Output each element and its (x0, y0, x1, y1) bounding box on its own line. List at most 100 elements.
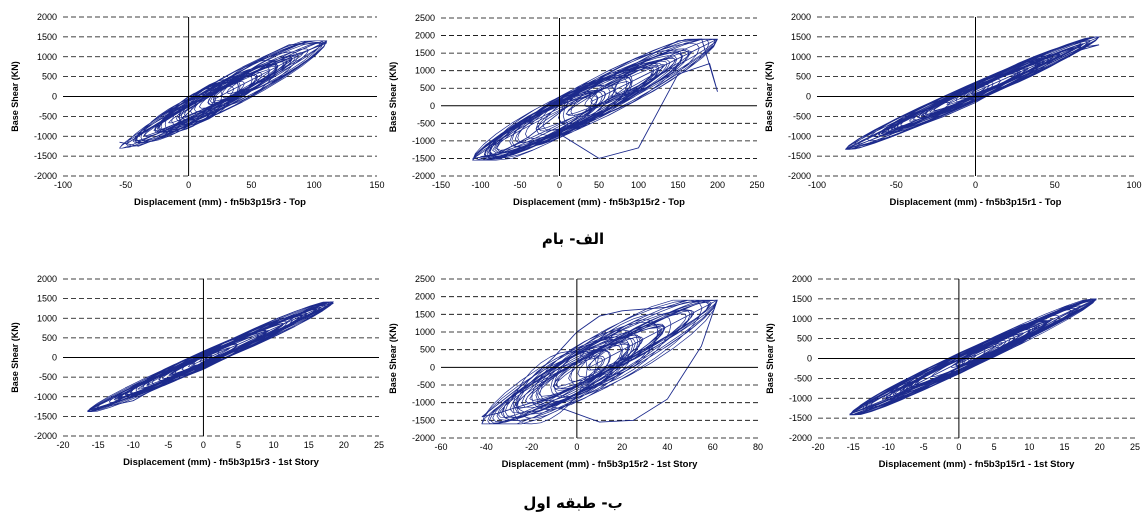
x-tick-label: 20 (339, 440, 349, 450)
chart-5: -2000 -1500 -1000 -500 0 500 1000 1500 2000 2500 -… (388, 274, 763, 470)
series-line-1 (472, 38, 718, 159)
x-tick-label: 0 (574, 442, 579, 452)
x-tick-label: -100 (471, 180, 489, 190)
y-tick-label: 500 (420, 83, 435, 93)
y-tick-label: 1000 (792, 314, 812, 324)
x-tick-label: 100 (1126, 180, 1141, 190)
y-tick-label: 1500 (415, 309, 435, 319)
y-tick-label: -2000 (412, 171, 435, 181)
y-tick-label: -1000 (788, 131, 811, 141)
y-tick-label: 0 (52, 92, 57, 102)
y-tick-label: 0 (806, 92, 811, 102)
x-tick-label: 20 (1095, 442, 1105, 452)
y-tick-label: 1500 (37, 32, 57, 42)
x-tick-label: 25 (374, 440, 384, 450)
x-tick-label: 10 (1024, 442, 1034, 452)
series-line-1 (849, 299, 1097, 415)
y-tick-label: 1000 (37, 313, 57, 323)
chart-1: -2000-1500-1000-5000500100015002000-100-… (10, 12, 385, 208)
x-tick-label: 0 (201, 440, 206, 450)
y-tick-label: 500 (796, 72, 811, 82)
x-tick-label: 50 (1050, 180, 1060, 190)
y-tick-label: -1000 (412, 136, 435, 146)
x-tick-label: -20 (56, 440, 69, 450)
y-tick-label: 0 (807, 354, 812, 364)
x-tick-label: 200 (710, 180, 725, 190)
x-tick-label: 5 (236, 440, 241, 450)
chart-4: -2000 -1500 -1000 -500 0 500 1000 1500 2000 -20 -1… (10, 274, 384, 468)
x-tick-label: 80 (753, 442, 763, 452)
x-tick-label: 150 (369, 180, 384, 190)
y-tick-label: -2000 (34, 431, 57, 441)
x-tick-label: -20 (525, 442, 538, 452)
x-tick-label: -50 (119, 180, 132, 190)
x-tick-label: 15 (1060, 442, 1070, 452)
x-tick-label: -5 (164, 440, 172, 450)
x-tick-label: 0 (956, 442, 961, 452)
x-tick-label: -50 (890, 180, 903, 190)
x-tick-label: 10 (269, 440, 279, 450)
y-tick-label: 0 (430, 101, 435, 111)
y-tick-label: 0 (430, 362, 435, 372)
y-tick-label: -500 (793, 111, 811, 121)
y-tick-label: -1500 (412, 153, 435, 163)
y-tick-label: 1000 (791, 52, 811, 62)
y-tick-label: -2000 (34, 171, 57, 181)
y-tick-label: 500 (797, 334, 812, 344)
y-axis-title: Base Shear (KN) (765, 323, 775, 394)
hysteresis-loops (472, 38, 718, 161)
x-tick-label: 250 (749, 180, 764, 190)
x-axis-title: Displacement (mm) - fn5b3p15r3 - Top (134, 197, 306, 208)
y-axis-title: Base Shear (KN) (10, 61, 20, 132)
x-tick-label: 100 (307, 180, 322, 190)
y-axis-title: Base Shear (KN) (10, 322, 20, 393)
hysteresis-loops (481, 299, 718, 425)
y-tick-label: 500 (42, 333, 57, 343)
y-tick-label: -2000 (789, 433, 812, 443)
y-tick-label: 1000 (37, 52, 57, 62)
y-tick-label: 2000 (37, 274, 57, 284)
x-tick-label: 50 (246, 180, 256, 190)
y-tick-label: -500 (417, 118, 435, 128)
y-tick-label: -500 (39, 372, 57, 382)
x-tick-label: 0 (557, 180, 562, 190)
x-axis-title: Displacement (mm) - fn5b3p15r2 - Top (513, 197, 685, 208)
x-tick-label: -20 (811, 442, 824, 452)
y-tick-label: 0 (52, 353, 57, 363)
y-tick-label: 1500 (792, 294, 812, 304)
y-tick-label: -500 (39, 111, 57, 121)
x-axis-title: Displacement (mm) - fn5b3p15r2 - 1st Sto… (502, 459, 699, 470)
y-tick-label: -1000 (789, 393, 812, 403)
series-line-1 (119, 42, 327, 147)
x-tick-label: -60 (434, 442, 447, 452)
chart-3: -2000-1500-1000-5000500100015002000-100-… (764, 12, 1142, 208)
y-tick-label: 2000 (791, 12, 811, 22)
y-tick-label: 2500 (415, 13, 435, 23)
y-axis-title: Base Shear (KN) (764, 61, 774, 132)
y-tick-label: -500 (417, 380, 435, 390)
x-tick-label: 5 (992, 442, 997, 452)
y-tick-label: 1000 (415, 66, 435, 76)
x-axis-title: Displacement (mm) - fn5b3p15r3 - 1st Sto… (123, 457, 320, 468)
y-tick-label: -1500 (788, 151, 811, 161)
x-tick-label: 40 (662, 442, 672, 452)
y-tick-label: -1000 (34, 131, 57, 141)
y-tick-label: -1500 (412, 415, 435, 425)
x-tick-label: 25 (1130, 442, 1140, 452)
y-tick-label: -1500 (34, 151, 57, 161)
y-tick-label: -1500 (789, 413, 812, 423)
y-tick-label: -2000 (412, 433, 435, 443)
series-line-1 (845, 44, 1100, 150)
y-tick-label: -2000 (788, 171, 811, 181)
x-tick-label: 60 (708, 442, 718, 452)
series-line-1 (481, 299, 718, 423)
x-tick-label: -50 (513, 180, 526, 190)
x-tick-label: -40 (480, 442, 493, 452)
x-tick-label: -15 (92, 440, 105, 450)
y-tick-label: 1500 (37, 294, 57, 304)
x-tick-label: -100 (54, 180, 72, 190)
y-axis-title: Base Shear (KN) (388, 62, 398, 133)
x-tick-label: 150 (670, 180, 685, 190)
hysteresis-loops (87, 301, 334, 413)
